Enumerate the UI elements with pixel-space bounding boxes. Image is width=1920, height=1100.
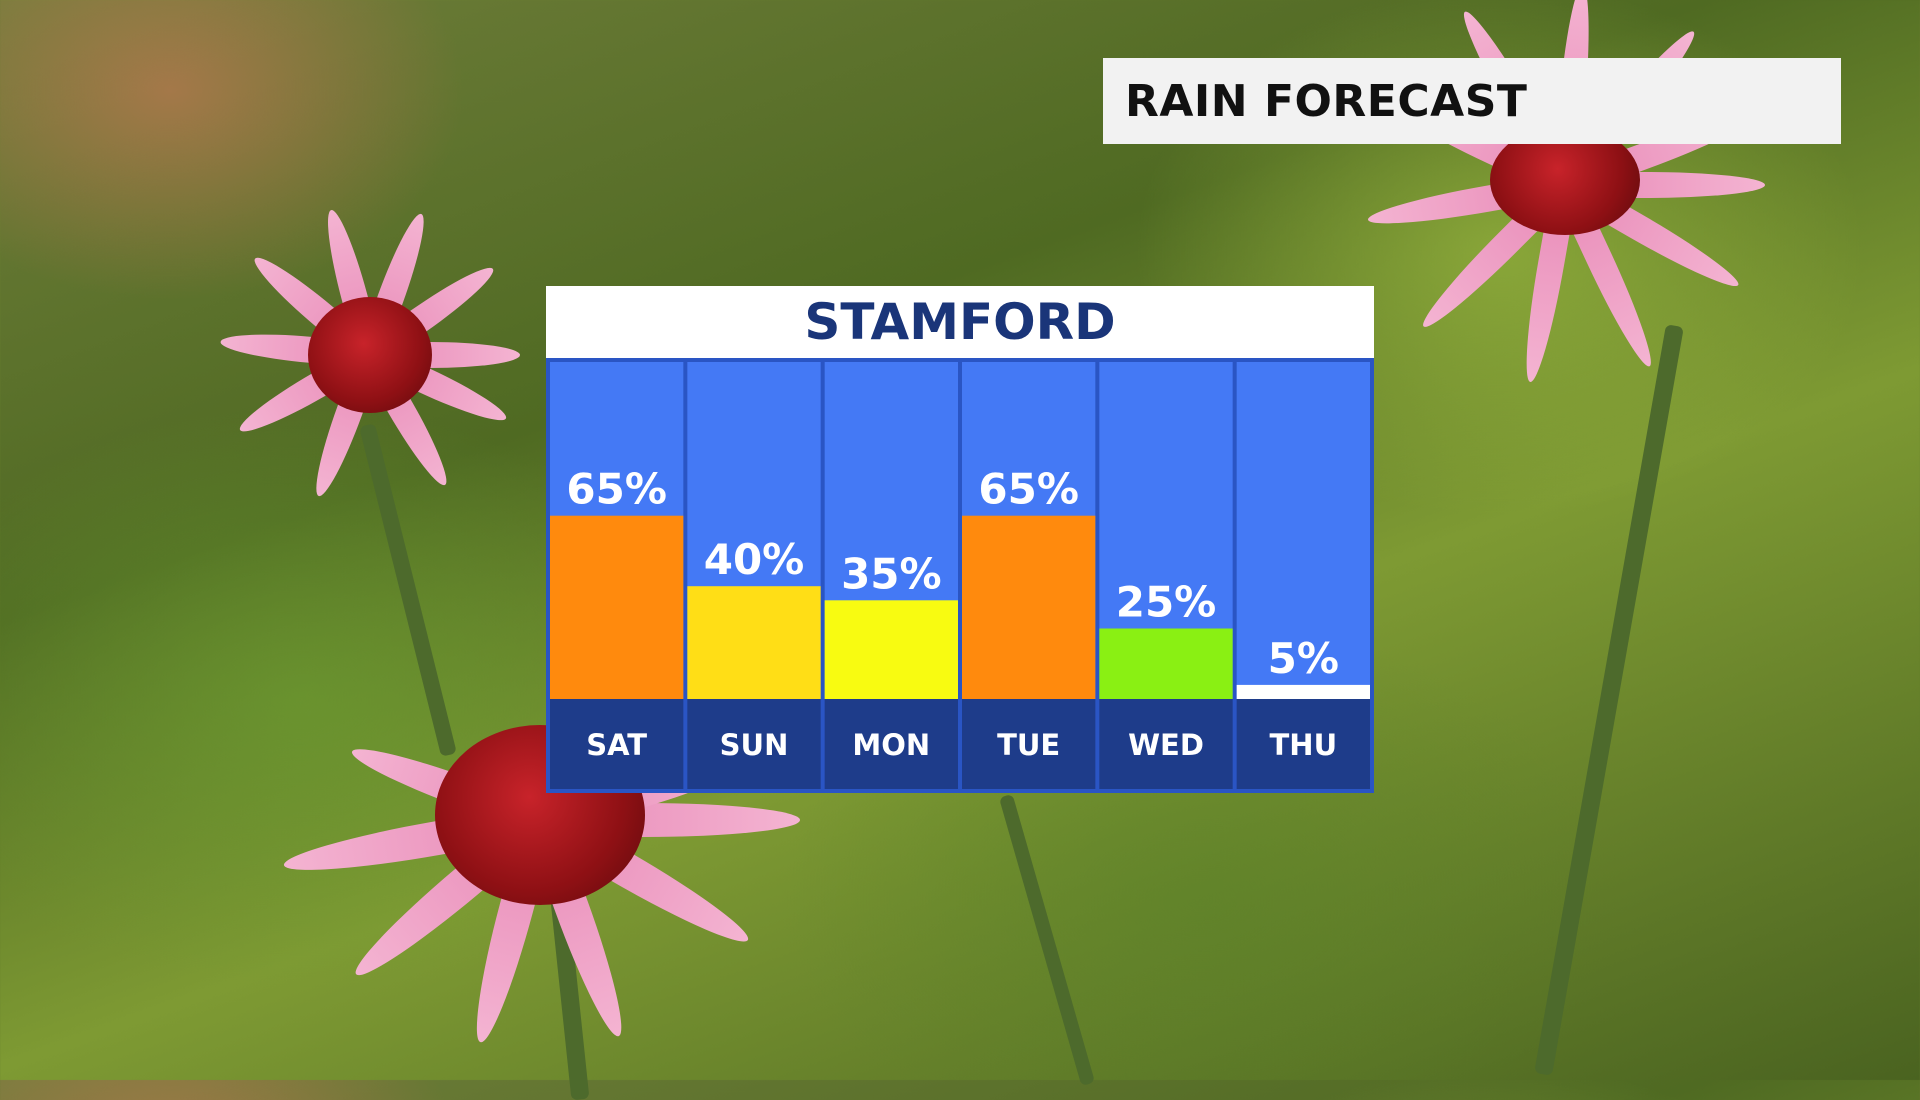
location-title: STAMFORD xyxy=(804,293,1116,351)
value-label-mon: 35% xyxy=(841,549,942,598)
flower-stem xyxy=(1534,324,1684,1076)
chart-svg: 65% SAT 40% SUN 35% MON 65% TUE 25% WED 5% THU xyxy=(550,362,1370,789)
day-label-sat: SAT xyxy=(586,728,647,762)
day-strip-mon xyxy=(824,699,958,789)
column-bg-thu xyxy=(1236,362,1370,699)
bar-mon xyxy=(824,600,958,699)
value-label-sat: 65% xyxy=(566,465,667,514)
value-label-sun: 40% xyxy=(704,535,805,584)
day-strip-wed xyxy=(1099,699,1233,789)
bar-sun xyxy=(687,586,821,699)
bar-tue xyxy=(962,515,1096,699)
bar-thu xyxy=(1236,684,1370,699)
day-strip-tue xyxy=(962,699,1096,789)
bar-wed xyxy=(1099,628,1233,699)
day-strip-sat xyxy=(550,699,684,789)
day-label-tue: TUE xyxy=(997,728,1060,762)
day-label-mon: MON xyxy=(852,728,930,762)
day-strip-thu xyxy=(1236,699,1370,789)
title-banner: RAIN FORECAST xyxy=(1103,58,1841,144)
value-label-wed: 25% xyxy=(1116,578,1217,627)
value-label-thu: 5% xyxy=(1268,634,1339,683)
title-text: RAIN FORECAST xyxy=(1125,75,1528,127)
rain-forecast-chart: STAMFORD 65% SAT 40% SUN 35% MON 65% TUE 25% WED 5… xyxy=(546,286,1374,793)
location-header: STAMFORD xyxy=(546,286,1374,358)
bar-sat xyxy=(550,515,684,699)
value-label-tue: 65% xyxy=(978,465,1079,514)
day-strip-sun xyxy=(687,699,821,789)
chart-frame: 65% SAT 40% SUN 35% MON 65% TUE 25% WED 5% THU xyxy=(546,358,1374,793)
flower-stem xyxy=(998,793,1096,1087)
day-label-thu: THU xyxy=(1270,728,1338,762)
day-label-sun: SUN xyxy=(720,728,789,762)
day-label-wed: WED xyxy=(1128,728,1204,762)
